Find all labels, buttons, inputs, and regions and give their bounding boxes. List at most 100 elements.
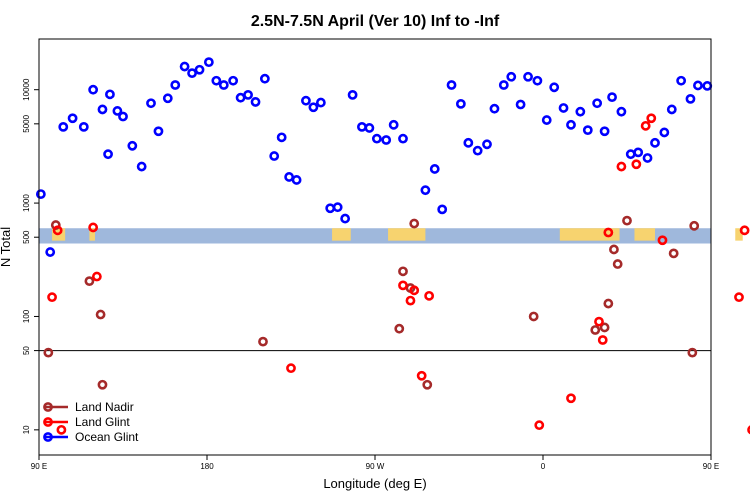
point-land-nadir [689,220,700,231]
point-ocean-glint [616,106,627,117]
y-tick-label: 5000 [22,114,31,132]
point-land-glint [631,159,642,170]
point-ocean-glint [685,93,696,104]
point-ocean-glint [45,247,56,257]
point-ocean-glint [666,104,677,115]
point-ocean-glint [67,113,78,124]
point-land-nadir [590,325,601,335]
point-ocean-glint [482,139,492,150]
y-axis: 10 50 100 500 1000 5000 10000 [22,78,39,434]
y-tick-label: 500 [22,230,31,244]
point-ocean-glint [88,84,99,95]
point-ocean-glint [203,57,214,68]
point-ocean-glint [420,185,431,196]
y-tick-label: 1000 [22,194,31,212]
point-ocean-glint [592,98,603,109]
point-ocean-glint [118,111,128,122]
point-ocean-glint [642,153,653,163]
point-ocean-glint [558,103,569,113]
point-land-glint [416,370,427,381]
legend-marker-land-nadir [43,402,53,412]
point-land-glint [739,225,750,236]
point-ocean-glint [625,149,636,160]
point-land-nadir [668,248,679,259]
point-ocean-glint [489,103,500,114]
point-ocean-glint [97,104,108,115]
point-ocean-glint [243,89,253,100]
point-land-glint [47,292,57,303]
surface-band [39,228,743,244]
point-land-glint [398,280,408,291]
point-ocean-glint [566,119,576,130]
point-land-glint [640,120,651,131]
point-ocean-glint [58,121,69,132]
point-ocean-glint [575,106,586,117]
point-ocean-glint [276,132,287,143]
point-ocean-glint [633,147,644,158]
legend-label-land-glint: Land Glint [75,415,130,429]
point-land-nadir [603,298,614,309]
land-segment [634,228,655,241]
y-tick-label: 10000 [22,78,31,101]
point-land-glint [88,222,99,233]
point-ocean-glint [455,98,466,109]
point-land-glint [534,420,545,431]
point-ocean-glint [515,99,526,110]
point-ocean-glint [103,149,113,160]
point-ocean-glint [371,133,382,144]
point-land-glint [424,290,435,301]
point-ocean-glint [235,92,246,103]
point-land-glint [405,295,416,306]
legend-marker-land-glint [43,417,53,427]
y-axis-label: N Total [0,227,13,267]
point-ocean-glint [472,145,483,156]
point-ocean-glint [162,93,173,104]
point-ocean-glint [388,119,399,130]
point-ocean-glint [194,64,205,75]
point-ocean-glint [357,121,367,132]
point-ocean-glint [153,126,164,137]
point-ocean-glint [127,140,138,151]
point-ocean-glint [332,202,343,213]
point-land-glint [566,393,576,404]
point-ocean-glint [228,75,239,86]
point-land-glint [603,227,614,238]
point-land-nadir [95,309,106,320]
point-ocean-glint [429,164,440,174]
point-land-nadir [258,336,268,347]
point-land-glint [286,363,296,374]
point-land-glint [616,161,627,172]
point-land-glint [56,424,67,435]
point-ocean-glint [398,133,408,144]
point-ocean-glint [498,80,509,90]
x-tick-label: 0 [541,462,546,471]
point-ocean-glint [187,68,197,79]
point-ocean-glint [146,98,156,109]
point-ocean-glint [702,81,713,91]
point-ocean-glint [676,75,687,86]
point-ocean-glint [78,121,89,132]
point-ocean-glint [364,123,375,133]
point-ocean-glint [549,82,560,93]
point-ocean-glint [112,106,123,116]
point-ocean-glint [301,95,311,106]
land-segment [332,228,351,241]
y-tick-label: 100 [22,309,31,323]
legend-marker-ocean-glint [43,432,53,442]
point-land-nadir [612,259,623,269]
point-ocean-glint [269,151,280,161]
point-land-nadir [599,322,610,333]
point-ocean-glint [693,80,703,91]
point-land-nadir [84,276,95,287]
point-ocean-glint [136,161,147,172]
point-land-nadir [97,379,108,390]
legend-label-ocean-glint: Ocean Glint [75,430,139,444]
point-ocean-glint [211,75,222,86]
point-land-nadir [394,323,405,334]
point-ocean-glint [250,97,261,107]
point-ocean-glint [325,203,336,214]
scatter-points [35,57,750,435]
point-ocean-glint [532,75,543,86]
